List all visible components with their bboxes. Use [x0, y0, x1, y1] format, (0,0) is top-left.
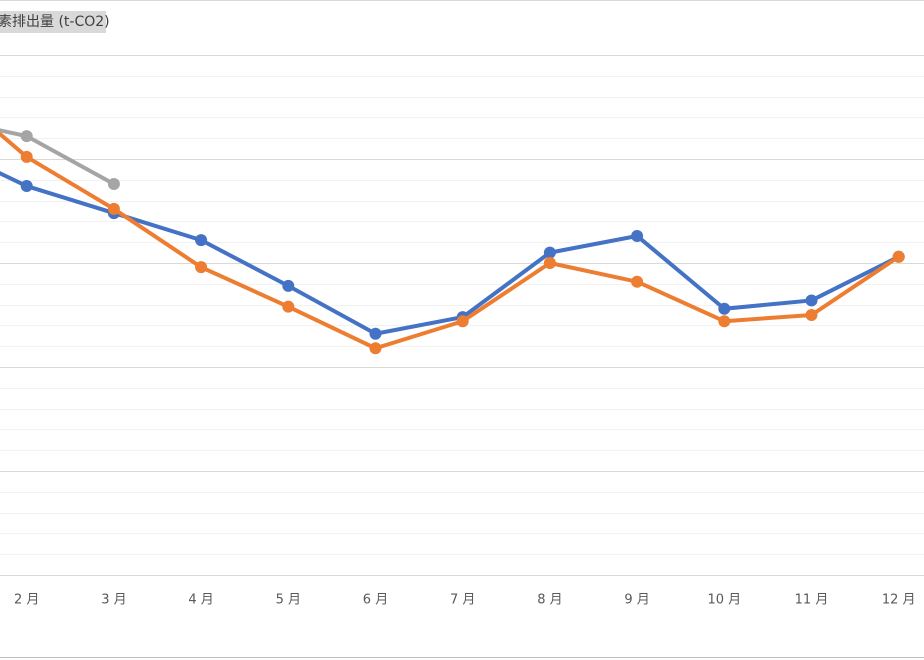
series-line: [0, 171, 901, 336]
series-marker: [195, 234, 208, 247]
series-marker: [805, 294, 818, 307]
series-marker: [892, 250, 905, 263]
x-tick-label: 12 月: [882, 593, 916, 608]
series-marker: [369, 327, 382, 340]
series-marker: [631, 275, 644, 288]
series-marker: [543, 257, 556, 269]
x-tick-label: 11 月: [795, 593, 829, 608]
x-tick-label: 4 月: [188, 593, 213, 608]
title-box: [0, 11, 106, 33]
series-marker: [543, 246, 556, 259]
series-marker: [718, 302, 731, 315]
x-tick-label: 6 月: [363, 593, 388, 608]
series-marker: [631, 229, 644, 242]
x-tick-label: 8 月: [537, 593, 562, 608]
x-tick-label: 3 月: [101, 593, 126, 608]
series-marker: [107, 177, 120, 190]
chart-title: 素排出量 (t-CO2): [0, 14, 110, 30]
x-tick-label: 9 月: [624, 593, 649, 608]
series-marker: [369, 342, 382, 355]
series-marker: [20, 180, 33, 193]
series-marker: [20, 150, 33, 163]
series-marker: [282, 300, 295, 313]
series-marker: [107, 202, 120, 215]
series-marker: [195, 261, 208, 274]
series-marker: [718, 315, 731, 328]
x-tick-label: 5 月: [276, 593, 301, 608]
series-marker: [456, 315, 469, 328]
series-line: [0, 131, 901, 351]
x-tick-label: 7 月: [450, 593, 475, 608]
x-tick-label: 2 月: [14, 593, 39, 608]
series-marker: [282, 279, 295, 292]
series-marker: [805, 309, 818, 321]
x-tick-label: 10 月: [707, 593, 741, 608]
series-marker: [20, 130, 33, 143]
